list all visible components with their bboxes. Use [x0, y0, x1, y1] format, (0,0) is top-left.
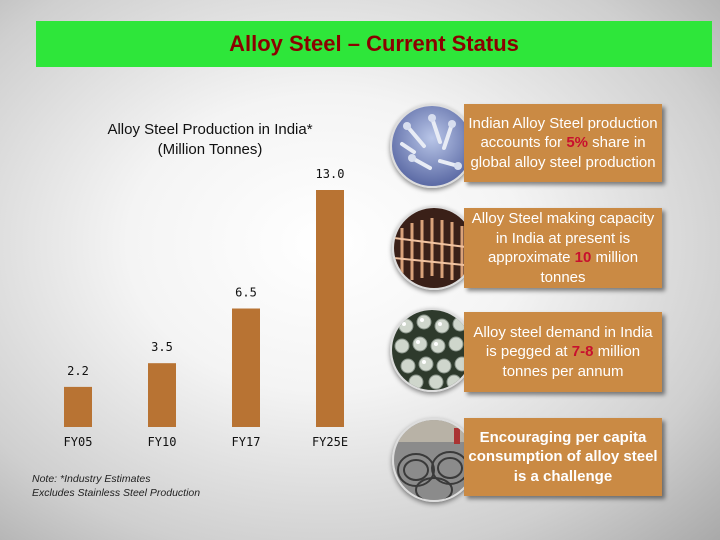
x-tick-label: FY25E: [312, 435, 348, 449]
info-text: Alloy Steel making capacity in India at …: [471, 210, 655, 266]
info-text: Indian Alloy Steel production accounts f…: [468, 114, 658, 152]
highlight-value: 5%: [566, 134, 589, 152]
chart-title-block: Alloy Steel Production in India* (Millio…: [60, 120, 360, 160]
info-text: Alloy steel demand in India is pegged at: [473, 323, 653, 361]
data-label: 6.5: [235, 286, 257, 300]
bar-chart: 2.2 FY05 3.5 FY10 6.5 FY17 13.0 FY25E: [64, 167, 349, 449]
note-line-2: Excludes Stainless Steel Production: [32, 487, 201, 499]
bar-fy10: [148, 363, 176, 427]
info-text: share in global alloy steel production: [470, 134, 656, 171]
bar-fy25e: [316, 190, 344, 427]
steel-balls-image: [390, 308, 474, 392]
highlight-value: 7-8: [571, 343, 594, 361]
data-label: 3.5: [151, 340, 173, 354]
info-box-text: Alloy steel demand in India is pegged at…: [468, 323, 658, 382]
info-box-capacity: Alloy Steel making capacity in India at …: [464, 208, 662, 288]
data-label: 2.2: [67, 364, 89, 378]
highlight-value: 10: [574, 249, 592, 266]
data-label: 13.0: [316, 167, 345, 181]
copper-rods-image: [392, 206, 476, 290]
x-tick-label: FY05: [64, 435, 93, 449]
info-box-demand: Alloy steel demand in India is pegged at…: [464, 312, 662, 392]
info-box-text: Indian Alloy Steel production accounts f…: [468, 114, 658, 173]
info-box-challenge: Encouraging per capita consumption of al…: [464, 418, 662, 496]
info-text: million tonnes per annum: [502, 343, 641, 380]
x-tick-label: FY17: [232, 435, 261, 449]
title-banner: Alloy Steel – Current Status: [36, 21, 712, 67]
chart-subtitle: (Million Tonnes): [157, 141, 263, 158]
page-title: Alloy Steel – Current Status: [229, 31, 519, 56]
bar-fy17: [232, 308, 260, 427]
info-box-text: Alloy Steel making capacity in India at …: [468, 209, 658, 287]
note-line-1: Note: *Industry Estimates: [32, 473, 151, 485]
x-tick-label: FY10: [148, 435, 177, 449]
info-text: million tonnes: [540, 249, 639, 286]
bolts-image: [390, 104, 474, 188]
bar-fy05: [64, 386, 92, 427]
info-box-global-share: Indian Alloy Steel production accounts f…: [464, 104, 662, 182]
info-text: Encouraging per capita consumption of al…: [468, 428, 658, 485]
info-box-text: Encouraging per capita consumption of al…: [468, 428, 658, 487]
chart-title: Alloy Steel Production in India*: [107, 121, 313, 138]
chart-notes: Note: *Industry Estimates Excludes Stain…: [32, 472, 200, 500]
wire-coils-image: [392, 418, 476, 502]
